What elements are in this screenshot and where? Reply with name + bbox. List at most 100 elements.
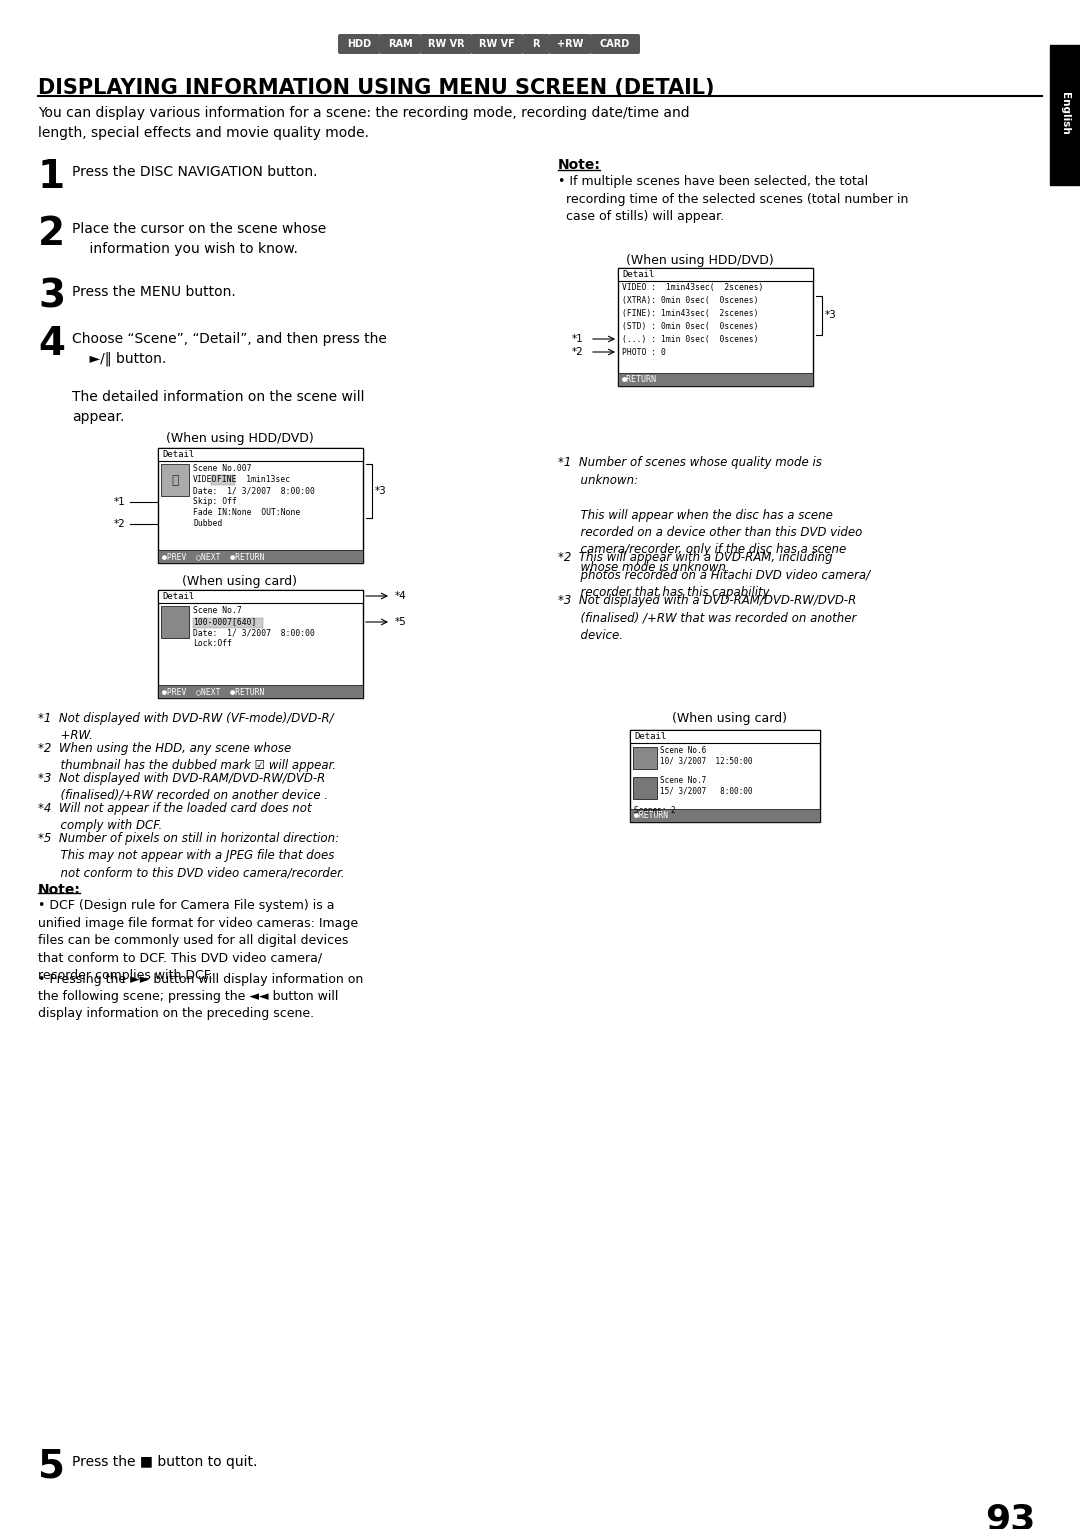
Text: *2: *2: [114, 518, 126, 529]
Bar: [158, 448, 363, 563]
Text: Scene No.007: Scene No.007: [193, 463, 252, 472]
Text: (When using card): (When using card): [673, 713, 787, 725]
Text: *1  Number of scenes whose quality mode is
      unknown:

      This will appea: *1 Number of scenes whose quality mode i…: [558, 456, 862, 573]
Text: FINE  1min13sec: FINE 1min13sec: [217, 476, 291, 485]
FancyBboxPatch shape: [522, 34, 550, 54]
Text: 100-0007[640]: 100-0007[640]: [193, 618, 256, 625]
Text: *3  Not displayed with DVD-RAM/DVD-RW/DVD-R
      (finalised)/+RW recorded on an: *3 Not displayed with DVD-RAM/DVD-RW/DVD…: [38, 772, 328, 803]
Text: *3: *3: [825, 310, 837, 321]
Text: *5: *5: [395, 618, 407, 627]
Text: VIDEO :  1min43sec(  2scenes): VIDEO : 1min43sec( 2scenes): [622, 283, 764, 292]
Bar: [630, 729, 820, 823]
Bar: [618, 268, 813, 385]
Text: 5: 5: [38, 1448, 65, 1486]
Text: Lock:Off: Lock:Off: [193, 639, 232, 648]
FancyBboxPatch shape: [338, 34, 380, 54]
Bar: [158, 685, 363, 699]
Text: You can display various information for a scene: the recording mode, recording d: You can display various information for …: [38, 106, 690, 139]
Text: Date:  1/ 3/2007  8:00:00: Date: 1/ 3/2007 8:00:00: [193, 486, 315, 495]
Text: Scene No.7: Scene No.7: [660, 777, 706, 784]
FancyBboxPatch shape: [471, 34, 523, 54]
Text: The detailed information on the scene will
appear.: The detailed information on the scene wi…: [72, 390, 365, 424]
Text: (When using HDD/DVD): (When using HDD/DVD): [626, 254, 774, 268]
Text: Detail: Detail: [162, 592, 194, 601]
Text: ⌕: ⌕: [172, 474, 179, 486]
Text: *5  Number of pixels on still in horizontal direction:
      This may not appear: *5 Number of pixels on still in horizont…: [38, 832, 345, 879]
Text: (STD) : 0min 0sec(  0scenes): (STD) : 0min 0sec( 0scenes): [622, 323, 758, 330]
Text: PHOTO : 0: PHOTO : 0: [622, 349, 666, 356]
Text: *1  Not displayed with DVD-RW (VF-mode)/DVD-R/
      +RW.: *1 Not displayed with DVD-RW (VF-mode)/D…: [38, 713, 334, 742]
Text: Press the ■ button to quit.: Press the ■ button to quit.: [72, 1456, 257, 1469]
Text: R: R: [532, 40, 540, 49]
Text: Choose “Scene”, “Detail”, and then press the
    ►/‖ button.: Choose “Scene”, “Detail”, and then press…: [72, 332, 387, 365]
Text: 3: 3: [38, 278, 65, 317]
Text: *2  When using the HDD, any scene whose
      thumbnail has the dubbed mark ☑ wi: *2 When using the HDD, any scene whose t…: [38, 742, 336, 772]
Text: English: English: [1059, 92, 1070, 135]
Bar: [618, 373, 813, 385]
Text: Scene No.6: Scene No.6: [660, 746, 706, 755]
Bar: [158, 550, 363, 563]
Text: CARD: CARD: [599, 40, 630, 49]
FancyBboxPatch shape: [590, 34, 640, 54]
Bar: [158, 590, 363, 602]
Text: RW VR: RW VR: [428, 40, 464, 49]
Text: Detail: Detail: [162, 450, 194, 459]
Text: 15/ 3/2007   8:00:00: 15/ 3/2007 8:00:00: [660, 787, 753, 797]
Text: ●RETURN: ●RETURN: [622, 375, 657, 384]
Bar: [158, 448, 363, 462]
FancyBboxPatch shape: [420, 34, 472, 54]
Bar: [161, 605, 189, 638]
Text: HDD: HDD: [347, 40, 372, 49]
Text: Scene No.7: Scene No.7: [193, 605, 242, 615]
Text: 2: 2: [38, 216, 65, 252]
Text: VIDEO: VIDEO: [193, 476, 217, 485]
Text: Fade IN:None  OUT:None: Fade IN:None OUT:None: [193, 508, 300, 517]
Text: *4: *4: [395, 592, 407, 601]
Text: Dubbed: Dubbed: [193, 518, 222, 528]
Text: Detail: Detail: [634, 732, 666, 742]
Bar: [211, 476, 235, 485]
Text: Note:: Note:: [38, 884, 81, 898]
Text: *1: *1: [571, 333, 583, 344]
Text: Place the cursor on the scene whose
    information you wish to know.: Place the cursor on the scene whose info…: [72, 222, 326, 255]
Text: *1: *1: [114, 497, 126, 508]
Bar: [193, 618, 264, 628]
Text: 4: 4: [38, 326, 65, 362]
Text: DISPLAYING INFORMATION USING MENU SCREEN (DETAIL): DISPLAYING INFORMATION USING MENU SCREEN…: [38, 78, 715, 98]
Text: *3: *3: [375, 486, 387, 495]
Text: ●PREV  ○NEXT  ●RETURN: ●PREV ○NEXT ●RETURN: [162, 687, 265, 696]
Text: RAM: RAM: [388, 40, 413, 49]
Bar: [1050, 44, 1080, 185]
Text: (When using card): (When using card): [183, 575, 297, 589]
Text: • If multiple scenes have been selected, the total
  recording time of the selec: • If multiple scenes have been selected,…: [558, 174, 908, 223]
Text: • Pressing the ►► button will display information on
the following scene; pressi: • Pressing the ►► button will display in…: [38, 972, 363, 1020]
Text: (FINE): 1min43sec(  2scenes): (FINE): 1min43sec( 2scenes): [622, 309, 758, 318]
Bar: [630, 729, 820, 743]
FancyBboxPatch shape: [379, 34, 421, 54]
Text: Skip: Off: Skip: Off: [193, 497, 237, 506]
Text: 93: 93: [985, 1501, 1036, 1529]
Text: • DCF (Design rule for Camera File system) is a
unified image file format for vi: • DCF (Design rule for Camera File syste…: [38, 899, 359, 982]
Text: *4  Will not appear if the loaded card does not
      comply with DCF.: *4 Will not appear if the loaded card do…: [38, 803, 312, 832]
Text: (XTRA): 0min 0sec(  0scenes): (XTRA): 0min 0sec( 0scenes): [622, 297, 758, 304]
Text: *3  Not displayed with a DVD-RAM/DVD-RW/DVD-R
      (finalised) /+RW that was re: *3 Not displayed with a DVD-RAM/DVD-RW/D…: [558, 593, 856, 642]
Text: Press the MENU button.: Press the MENU button.: [72, 284, 235, 300]
Text: Press the DISC NAVIGATION button.: Press the DISC NAVIGATION button.: [72, 165, 318, 179]
Text: Note:: Note:: [558, 157, 600, 171]
Text: *2: *2: [571, 347, 583, 356]
Bar: [618, 268, 813, 281]
Bar: [161, 463, 189, 495]
Text: +RW: +RW: [557, 40, 583, 49]
Text: *2  This will appear with a DVD-RAM, including
      photos recorded on a Hitach: *2 This will appear with a DVD-RAM, incl…: [558, 550, 870, 599]
Bar: [633, 748, 657, 769]
FancyBboxPatch shape: [549, 34, 591, 54]
Text: Date:  1/ 3/2007  8:00:00: Date: 1/ 3/2007 8:00:00: [193, 628, 315, 638]
Text: RW VF: RW VF: [480, 40, 515, 49]
Text: (...) : 1min 0sec(  0scenes): (...) : 1min 0sec( 0scenes): [622, 335, 758, 344]
Bar: [158, 590, 363, 699]
Text: ●PREV  ○NEXT  ●RETURN: ●PREV ○NEXT ●RETURN: [162, 552, 265, 561]
Text: ●RETURN: ●RETURN: [634, 810, 669, 820]
Text: (When using HDD/DVD): (When using HDD/DVD): [166, 433, 314, 445]
Bar: [633, 777, 657, 800]
Text: 10/ 3/2007  12:50:00: 10/ 3/2007 12:50:00: [660, 757, 753, 766]
